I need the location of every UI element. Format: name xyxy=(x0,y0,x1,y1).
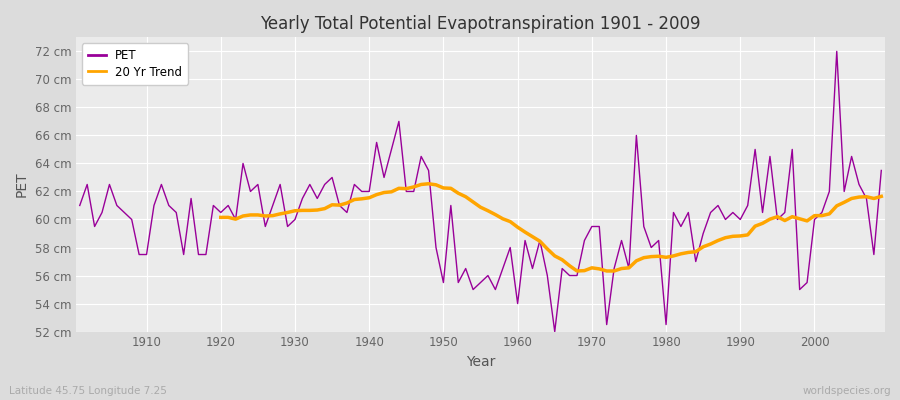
PET xyxy=(75,203,86,208)
PET xyxy=(297,196,308,201)
20 Yr Trend xyxy=(779,218,790,223)
PET xyxy=(341,210,352,215)
Y-axis label: PET: PET xyxy=(15,172,29,197)
Text: worldspecies.org: worldspecies.org xyxy=(803,386,891,396)
Text: Latitude 45.75 Longitude 7.25: Latitude 45.75 Longitude 7.25 xyxy=(9,386,166,396)
20 Yr Trend xyxy=(423,181,434,186)
PET xyxy=(549,329,560,334)
20 Yr Trend xyxy=(572,268,582,273)
PET xyxy=(505,245,516,250)
PET xyxy=(832,49,842,54)
PET xyxy=(134,252,145,257)
Legend: PET, 20 Yr Trend: PET, 20 Yr Trend xyxy=(82,43,188,84)
PET xyxy=(608,266,619,271)
PET xyxy=(512,301,523,306)
X-axis label: Year: Year xyxy=(466,355,495,369)
20 Yr Trend xyxy=(690,249,701,254)
20 Yr Trend xyxy=(215,215,226,220)
20 Yr Trend xyxy=(304,208,315,213)
20 Yr Trend xyxy=(876,194,886,199)
20 Yr Trend xyxy=(795,216,806,221)
Line: PET: PET xyxy=(80,51,881,332)
Line: 20 Yr Trend: 20 Yr Trend xyxy=(220,184,881,271)
20 Yr Trend xyxy=(416,182,427,187)
20 Yr Trend xyxy=(861,194,872,199)
Title: Yearly Total Potential Evapotranspiration 1901 - 2009: Yearly Total Potential Evapotranspiratio… xyxy=(260,15,701,33)
PET xyxy=(876,168,886,173)
